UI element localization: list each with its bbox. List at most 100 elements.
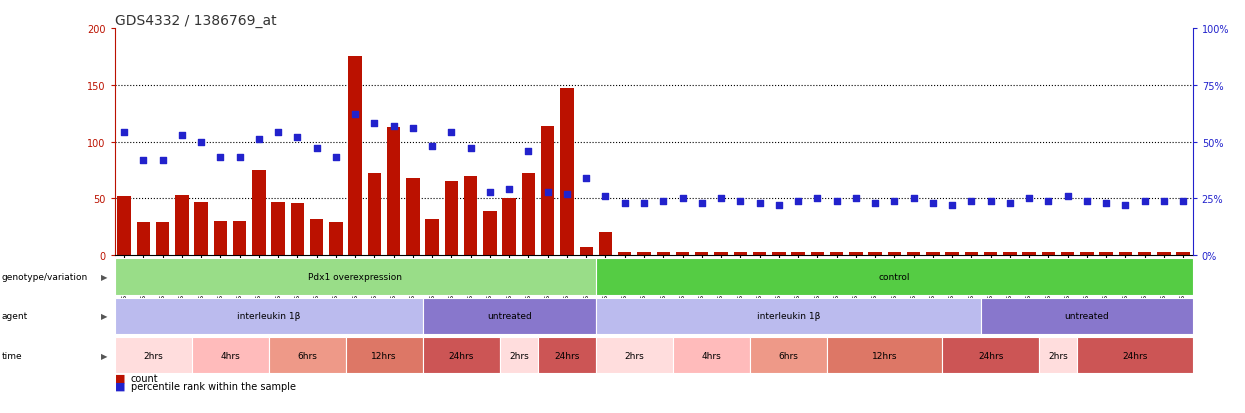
Point	[1134, 198, 1154, 204]
Bar	[117, 197, 131, 256]
Text: control: control	[879, 272, 910, 281]
Bar	[596, 337, 672, 373]
Bar	[1157, 252, 1170, 256]
Text: time: time	[1, 351, 22, 360]
Text: interleukin 1β: interleukin 1β	[757, 311, 820, 320]
Point	[422, 143, 442, 150]
Bar	[965, 252, 979, 256]
Bar	[599, 233, 613, 256]
Bar	[137, 223, 151, 256]
Point	[749, 200, 769, 206]
Point	[268, 130, 288, 136]
Point	[595, 193, 615, 200]
Point	[442, 130, 462, 136]
Bar	[271, 202, 285, 256]
Text: 4hrs: 4hrs	[701, 351, 721, 360]
Bar	[349, 57, 362, 256]
Text: untreated: untreated	[1064, 311, 1109, 320]
Text: genotype/variation: genotype/variation	[1, 272, 87, 281]
Bar	[672, 337, 749, 373]
Text: agent: agent	[1, 311, 27, 320]
Point	[115, 130, 134, 136]
Text: GDS4332 / 1386769_at: GDS4332 / 1386769_at	[115, 14, 276, 28]
Point	[192, 139, 212, 145]
Point	[210, 155, 230, 161]
Bar	[984, 252, 997, 256]
Bar	[290, 203, 304, 256]
Point	[172, 132, 192, 139]
Point	[827, 198, 847, 204]
Bar	[888, 252, 901, 256]
Bar	[503, 199, 515, 256]
Bar	[214, 221, 227, 256]
Text: ■: ■	[115, 373, 124, 383]
Point	[1077, 198, 1097, 204]
Text: count: count	[131, 373, 158, 383]
Bar	[192, 337, 269, 373]
Point	[288, 134, 308, 141]
Point	[1020, 195, 1040, 202]
Text: 2hrs: 2hrs	[143, 351, 163, 360]
Text: ▶: ▶	[101, 272, 108, 281]
Bar	[269, 337, 346, 373]
Text: 2hrs: 2hrs	[509, 351, 529, 360]
Text: percentile rank within the sample: percentile rank within the sample	[131, 381, 296, 391]
Point	[1173, 198, 1193, 204]
Point	[538, 189, 558, 195]
Point	[1000, 200, 1020, 206]
Text: 4hrs: 4hrs	[220, 351, 240, 360]
Bar	[233, 221, 247, 256]
Text: Pdx1 overexpression: Pdx1 overexpression	[309, 272, 402, 281]
Point	[615, 200, 635, 206]
Bar	[1177, 252, 1190, 256]
Bar	[715, 252, 728, 256]
Bar	[792, 252, 804, 256]
Bar	[156, 223, 169, 256]
Bar	[406, 178, 420, 256]
Bar	[422, 298, 596, 334]
Bar	[942, 337, 1038, 373]
Bar	[115, 337, 192, 373]
Point	[769, 202, 789, 209]
Bar	[444, 182, 458, 256]
Text: untreated: untreated	[487, 311, 532, 320]
Bar	[310, 219, 324, 256]
Bar	[483, 211, 497, 256]
Bar	[387, 128, 401, 256]
Point	[942, 202, 962, 209]
Point	[1057, 193, 1077, 200]
Point	[461, 146, 481, 152]
Bar	[422, 337, 499, 373]
Point	[481, 189, 500, 195]
Text: ▶: ▶	[101, 311, 108, 320]
Point	[1116, 202, 1135, 209]
Bar	[849, 252, 863, 256]
Point	[1038, 198, 1058, 204]
Point	[654, 198, 674, 204]
Point	[499, 187, 519, 193]
Point	[345, 112, 365, 118]
Text: 2hrs: 2hrs	[1048, 351, 1068, 360]
Text: 12hrs: 12hrs	[872, 351, 898, 360]
Text: 6hrs: 6hrs	[298, 351, 317, 360]
Point	[923, 200, 942, 206]
Point	[153, 157, 173, 164]
Text: ▶: ▶	[101, 351, 108, 360]
Bar	[329, 223, 342, 256]
Bar	[906, 252, 920, 256]
Bar	[1138, 252, 1152, 256]
Point	[692, 200, 712, 206]
Point	[711, 195, 731, 202]
Text: 24hrs: 24hrs	[1122, 351, 1148, 360]
Text: 24hrs: 24hrs	[977, 351, 1003, 360]
Bar	[827, 337, 942, 373]
Bar	[676, 252, 690, 256]
Bar	[426, 219, 439, 256]
Bar	[253, 171, 265, 256]
Bar	[1081, 252, 1093, 256]
Point	[961, 198, 981, 204]
Point	[865, 200, 885, 206]
Point	[672, 195, 692, 202]
Bar	[1077, 337, 1193, 373]
Point	[1096, 200, 1116, 206]
